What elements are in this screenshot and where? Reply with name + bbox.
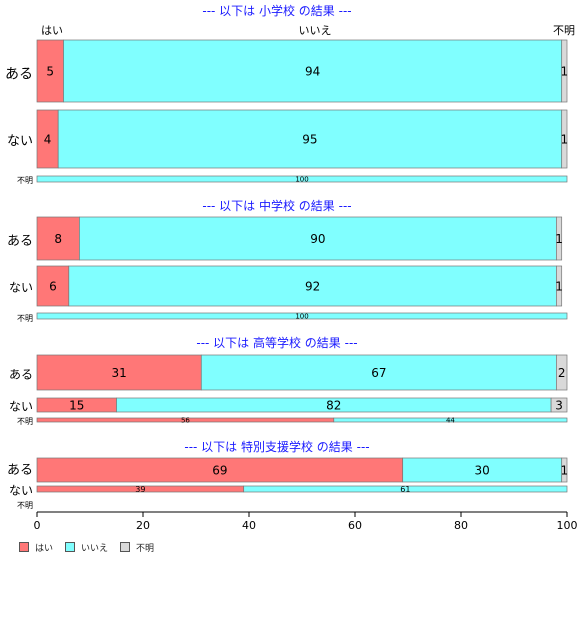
panel-title: --- 以下は 高等学校 の結果 ---	[196, 335, 357, 350]
bar-segment-unknown	[550, 397, 568, 413]
legend-swatch-yes	[19, 542, 29, 552]
legend-item-no: いいえ	[65, 541, 108, 554]
row-label: 不明	[17, 314, 33, 323]
bar-segment-yes	[36, 354, 202, 391]
bar-value-label: 6	[49, 279, 57, 293]
bar-value-label: 2	[558, 366, 566, 380]
row-label: ある	[9, 368, 33, 382]
bar-value-label: 5	[46, 64, 54, 78]
x-tick-label: 20	[136, 519, 150, 532]
bar-value-label: 100	[295, 176, 308, 184]
row-label: ある	[7, 463, 33, 478]
bar-value-label: 4	[44, 132, 52, 146]
row-label: ない	[9, 484, 33, 498]
x-tick-label: 80	[454, 519, 468, 532]
legend: はい いいえ 不明	[19, 540, 166, 554]
bar-segment-no	[68, 265, 557, 307]
bar-segment-unknown	[561, 457, 568, 483]
bar-value-label: 1	[561, 64, 569, 78]
bar-value-label: 67	[371, 366, 386, 380]
bar-value-label: 90	[310, 232, 325, 246]
bar-value-label: 69	[212, 463, 227, 477]
row-label: ある	[7, 234, 33, 249]
panel-title: --- 以下は 小学校 の結果 ---	[202, 3, 351, 18]
bar-value-label: 30	[475, 463, 490, 477]
x-tick-label: 60	[348, 519, 362, 532]
bar-segment-no	[333, 417, 568, 423]
bar-value-label: 1	[555, 232, 563, 246]
row-label: ない	[7, 134, 33, 149]
header-label-yes: はい	[41, 24, 63, 37]
bar-value-label: 100	[295, 313, 308, 321]
x-tick-label: 40	[242, 519, 256, 532]
bar-segment-unknown	[556, 216, 563, 261]
bar-segment-unknown	[556, 265, 563, 307]
row-label: ある	[5, 66, 33, 82]
legend-swatch-unknown	[120, 542, 131, 552]
legend-label-yes: はい	[35, 543, 54, 554]
bar-value-label: 1	[561, 463, 569, 477]
bar-value-label: 44	[446, 417, 455, 425]
bar-value-label: 92	[305, 279, 320, 293]
bar-segment-no	[200, 354, 557, 391]
panel-title: --- 以下は 特別支援学校 の結果 ---	[184, 439, 369, 454]
bar-segment-unknown	[561, 39, 568, 103]
bar-segment-unknown	[556, 354, 568, 391]
bar-segment-no	[402, 457, 563, 483]
bar-value-label: 8	[54, 232, 62, 246]
bar-value-label: 1	[561, 132, 569, 146]
bar-value-label: 3	[555, 398, 563, 412]
bar-value-label: 15	[69, 398, 84, 412]
bar-value-label: 61	[400, 485, 410, 494]
legend-label-unknown: 不明	[136, 543, 155, 554]
bar-segment-yes	[36, 39, 64, 103]
row-label: 不明	[17, 417, 33, 426]
bar-value-label: 56	[181, 417, 190, 425]
legend-swatch-no	[65, 542, 76, 552]
x-tick-label: 100	[557, 519, 578, 532]
panel-title: --- 以下は 中学校 の結果 ---	[202, 198, 351, 213]
bar-segment-no	[63, 39, 563, 103]
bar-value-label: 39	[135, 485, 145, 494]
bar-segment-no	[79, 216, 557, 261]
bar-segment-no	[36, 312, 568, 320]
bar-segment-no	[36, 175, 568, 183]
row-label: ない	[9, 400, 33, 414]
bar-segment-no	[243, 485, 568, 493]
bar-value-label: 82	[326, 398, 341, 412]
legend-item-unknown: 不明	[120, 541, 154, 554]
row-label: 不明	[17, 176, 33, 185]
bar-segment-yes	[36, 216, 80, 261]
legend-item-yes: はい	[19, 541, 53, 554]
bar-value-label: 31	[112, 366, 127, 380]
bar-segment-unknown	[561, 109, 568, 169]
bar-value-label: 95	[302, 132, 317, 146]
row-label: 不明	[17, 501, 33, 510]
header-label-unknown: 不明	[553, 24, 575, 37]
legend-label-no: いいえ	[81, 543, 109, 554]
bar-value-label: 1	[555, 279, 563, 293]
bar-value-label: 94	[305, 64, 320, 78]
row-label: ない	[9, 281, 33, 295]
x-tick-label: 0	[34, 519, 41, 532]
header-label-no: いいえ	[299, 24, 332, 37]
bar-segment-no	[57, 109, 563, 169]
